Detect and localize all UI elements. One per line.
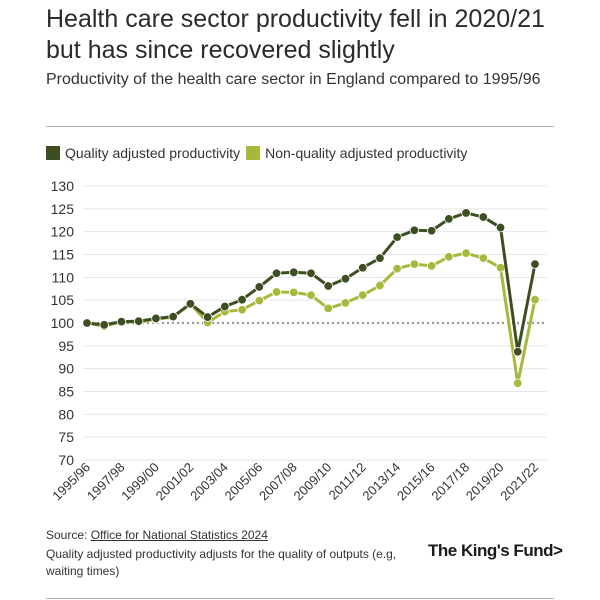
data-point-non-quality: [444, 252, 454, 262]
data-point-quality: [323, 281, 333, 291]
data-point-non-quality: [271, 287, 282, 297]
chart-subtitle: Productivity of the health care sector i…: [46, 71, 541, 88]
data-point-quality: [237, 295, 247, 305]
data-point-quality: [99, 320, 109, 330]
data-point-quality: [306, 268, 316, 278]
y-tick-label: 130: [51, 178, 75, 194]
data-point-quality: [392, 232, 402, 242]
line-chart: 7075808590951001051101151201251301995/96…: [49, 178, 547, 504]
data-point-non-quality: [530, 295, 540, 305]
data-point-quality: [426, 226, 437, 236]
x-tick-label: 2009/10: [291, 460, 335, 504]
data-point-non-quality: [375, 280, 385, 291]
data-point-quality: [220, 301, 230, 312]
data-point-quality: [461, 208, 471, 218]
y-tick-label: 70: [58, 452, 74, 468]
data-point-non-quality: [289, 287, 299, 298]
y-tick-label: 105: [51, 292, 75, 308]
legend-label-quality: Quality adjusted productivity: [65, 145, 241, 161]
data-point-non-quality: [426, 261, 437, 271]
legend-swatch-non-quality: [246, 146, 261, 160]
data-point-quality: [340, 274, 351, 284]
y-tick-label: 100: [51, 315, 75, 331]
source-link[interactable]: Office for National Statistics 2024: [90, 528, 268, 542]
data-point-non-quality: [306, 290, 316, 300]
data-point-quality: [202, 312, 213, 322]
x-tick-label: 2021/22: [497, 460, 541, 504]
data-point-non-quality: [323, 303, 333, 314]
data-point-quality: [357, 263, 368, 273]
data-point-quality: [375, 253, 385, 263]
y-tick-label: 120: [51, 224, 75, 240]
data-point-quality: [82, 318, 92, 328]
y-tick-label: 90: [58, 361, 74, 377]
legend: Quality adjusted productivity Non-qualit…: [46, 145, 473, 161]
chart-title: Health care sector productivity fell in …: [46, 5, 545, 64]
y-tick-label: 95: [58, 338, 74, 354]
data-point-quality: [185, 299, 196, 309]
kings-fund-logo: The King's Fund>: [428, 541, 563, 560]
data-point-quality: [530, 259, 540, 269]
legend-item-non-quality: Non-quality adjusted productivity: [246, 145, 467, 161]
series-line-quality: [86, 211, 537, 354]
data-point-quality: [254, 282, 265, 292]
y-tick-label: 75: [58, 429, 74, 445]
data-point-non-quality: [237, 305, 247, 315]
data-point-non-quality: [254, 295, 265, 306]
data-point-non-quality: [357, 290, 368, 300]
legend-item-quality: Quality adjusted productivity: [46, 145, 240, 161]
data-point-quality: [444, 214, 454, 224]
footnote: Quality adjusted productivity adjusts fo…: [46, 547, 397, 578]
data-point-quality: [151, 313, 161, 324]
data-point-non-quality: [340, 298, 351, 308]
y-tick-label: 85: [58, 384, 74, 400]
data-point-non-quality: [392, 263, 402, 274]
data-point-quality: [478, 212, 489, 222]
legend-swatch-quality: [46, 146, 60, 160]
data-point-non-quality: [409, 259, 420, 269]
top-divider: [46, 126, 554, 127]
legend-label-non-quality: Non-quality adjusted productivity: [265, 145, 468, 161]
data-point-quality: [289, 267, 299, 278]
y-tick-label: 110: [52, 269, 75, 285]
bottom-divider: [46, 598, 554, 599]
data-point-non-quality: [495, 263, 506, 273]
data-point-quality: [495, 222, 506, 233]
data-point-quality: [271, 268, 282, 278]
source-prefix: Source:: [46, 528, 91, 542]
y-tick-label: 80: [58, 406, 74, 422]
data-point-quality: [409, 225, 420, 235]
y-tick-label: 125: [51, 201, 75, 217]
y-tick-label: 115: [52, 247, 75, 263]
data-point-quality: [168, 311, 178, 322]
data-point-quality: [116, 316, 127, 327]
data-point-quality: [513, 347, 523, 357]
data-point-quality: [133, 316, 144, 326]
data-point-non-quality: [461, 248, 471, 258]
source-note: Source: Office for National Statistics 2…: [46, 528, 268, 542]
data-point-non-quality: [478, 253, 489, 263]
data-point-non-quality: [513, 378, 523, 388]
